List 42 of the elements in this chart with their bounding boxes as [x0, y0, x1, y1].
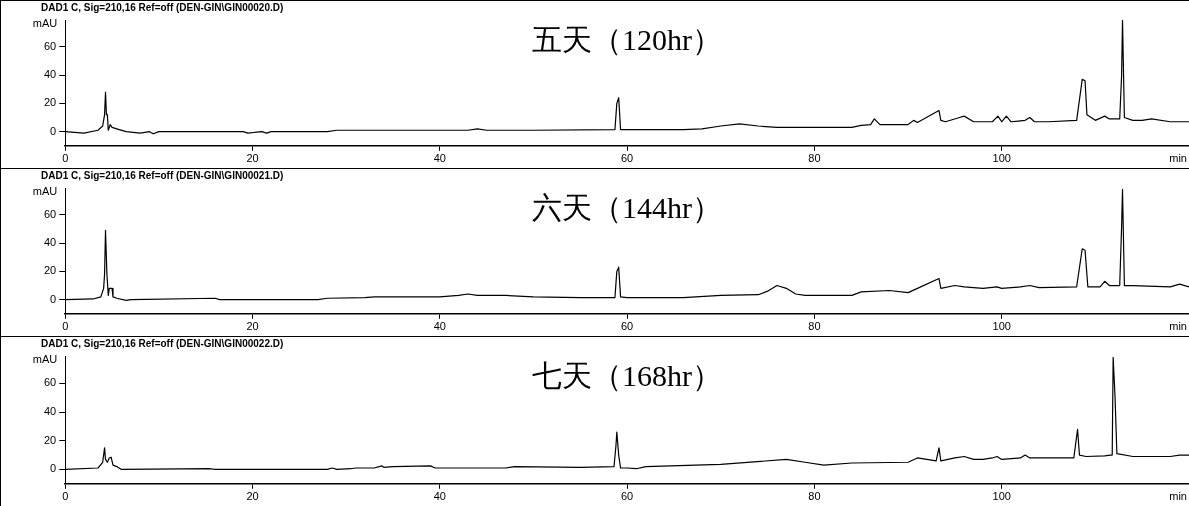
x-tick-label: 100: [992, 320, 1011, 333]
annotation: 七天（168hr）: [532, 358, 723, 392]
x-tick-label: 100: [992, 152, 1011, 165]
y-tick-label: 40: [43, 405, 57, 418]
y-tick-label: 40: [43, 68, 57, 81]
x-tick-label: 80: [808, 152, 821, 165]
chart-title: DAD1 C, Sig=210,16 Ref=off (DEN-GIN\GIN00022.D): [41, 337, 284, 349]
y-tick-label: 0: [50, 124, 57, 137]
y-axis-title: mAU: [32, 185, 58, 198]
x-axis-title: min: [1169, 152, 1187, 165]
x-tick-label: 80: [808, 490, 821, 503]
x-tick-label: 40: [433, 152, 446, 165]
x-tick-label: 60: [620, 152, 634, 165]
chart-title: DAD1 C, Sig=210,16 Ref=off (DEN-GIN\GIN00021.D): [41, 169, 284, 181]
annotation: 六天（144hr）: [532, 190, 723, 224]
y-axis-title: mAU: [32, 353, 58, 366]
x-tick-label: 20: [246, 320, 259, 333]
x-tick-label: 100: [992, 490, 1011, 503]
y-tick-label: 0: [50, 292, 57, 305]
x-tick-label: 20: [246, 152, 259, 165]
x-tick-label: 60: [620, 490, 634, 503]
y-tick-label: 20: [43, 433, 57, 446]
y-tick-label: 20: [43, 264, 57, 277]
x-tick-label: 20: [246, 490, 259, 503]
y-tick-label: 20: [43, 96, 57, 109]
x-axis-title: min: [1169, 320, 1187, 333]
x-tick-label: 0: [62, 152, 69, 165]
x-tick-label: 40: [433, 490, 446, 503]
y-tick-label: 0: [50, 462, 57, 475]
y-tick-label: 60: [43, 207, 57, 220]
x-tick-label: 60: [620, 320, 634, 333]
x-tick-label: 0: [62, 320, 69, 333]
y-tick-label: 60: [43, 39, 57, 52]
x-tick-label: 0: [62, 490, 69, 503]
y-tick-label: 40: [43, 236, 57, 249]
y-axis-title: mAU: [32, 17, 58, 30]
x-tick-label: 40: [433, 320, 446, 333]
y-tick-label: 60: [43, 376, 57, 389]
annotation: 五天（120hr）: [532, 22, 723, 56]
chart-title: DAD1 C, Sig=210,16 Ref=off (DEN-GIN\GIN00020.D): [41, 1, 284, 13]
x-tick-label: 80: [808, 320, 821, 333]
x-axis-title: min: [1169, 490, 1187, 503]
